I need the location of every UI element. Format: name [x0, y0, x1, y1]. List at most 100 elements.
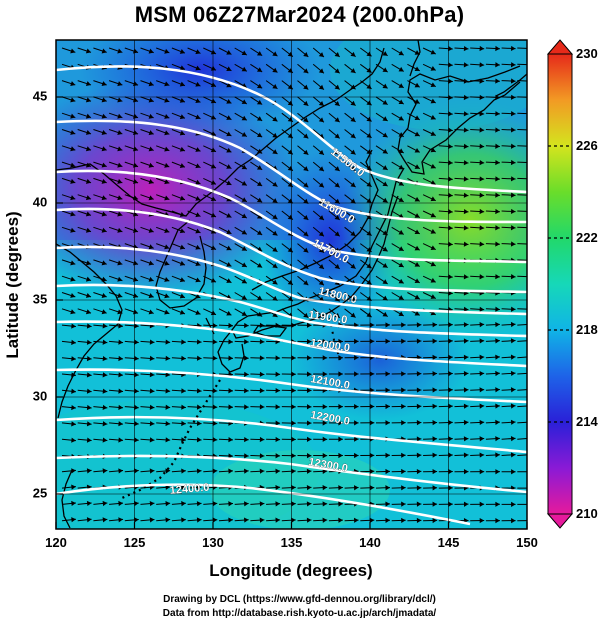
- wind-vector-head: [369, 452, 375, 459]
- wind-vector-head: [318, 101, 324, 106]
- wind-vector-head: [181, 468, 186, 474]
- wind-vector-head: [244, 404, 249, 410]
- wind-vector-head: [228, 404, 233, 410]
- wind-vector-head: [101, 113, 107, 119]
- colorbar-max-arrow: [546, 39, 574, 55]
- wind-vector-head: [259, 355, 265, 361]
- wind-vector-head: [228, 388, 233, 394]
- wind-vector-head: [179, 163, 185, 168]
- wind-vector-head: [148, 260, 154, 266]
- gridlines: [56, 40, 527, 529]
- wind-vector-head: [495, 78, 500, 84]
- wind-vector-shaft: [517, 63, 527, 66]
- wind-vector-head: [118, 437, 124, 443]
- wind-vector-head: [181, 355, 186, 361]
- wind-vector-head: [463, 322, 469, 328]
- wind-vector-head: [148, 276, 154, 282]
- wind-vector-head: [101, 162, 107, 168]
- wind-vector-head: [511, 518, 516, 524]
- wind-vector-head: [382, 262, 388, 268]
- wind-vector-head: [448, 485, 453, 491]
- wind-vector-head: [495, 387, 500, 393]
- y-tick-label: 45: [33, 88, 47, 103]
- wind-vector-head: [354, 322, 359, 328]
- wind-vector-head: [430, 180, 436, 185]
- wind-vector-head: [117, 227, 123, 233]
- wind-vector-head: [350, 149, 356, 155]
- colorbar-tick-lines: [548, 145, 572, 423]
- footer-credit-drawing: Drawing by DCL (https://www.gfd-dennou.o…: [163, 594, 436, 605]
- wind-vector-head: [303, 84, 309, 90]
- wind-vector-head: [118, 339, 124, 345]
- wind-vector-head: [354, 355, 359, 361]
- wind-vector-head: [118, 404, 124, 410]
- wind-vector-head: [382, 246, 388, 252]
- wind-vector-head: [71, 517, 76, 523]
- wind-vector-head: [165, 484, 171, 490]
- wind-vector-head: [369, 468, 375, 475]
- wind-vector-head: [272, 214, 278, 220]
- wind-vector-head: [148, 309, 154, 315]
- wind-vector-head: [71, 404, 76, 411]
- wind-vector-head: [511, 501, 516, 507]
- wind-vector-head: [401, 322, 406, 328]
- wind-vector-head: [195, 212, 201, 218]
- wind-vector-head: [212, 355, 218, 361]
- wind-vector-head: [244, 388, 249, 394]
- wind-vector-head: [318, 166, 324, 172]
- wind-vector-head: [366, 116, 372, 122]
- wind-vector-head: [382, 67, 388, 73]
- wind-vector-head: [303, 166, 309, 171]
- wind-vector-head: [448, 209, 453, 215]
- wind-vector-head: [226, 147, 232, 153]
- wind-vector-head: [398, 115, 404, 121]
- wind-vector-head: [256, 148, 263, 154]
- wind-vector-head: [71, 339, 76, 345]
- wind-vector-head: [165, 437, 171, 443]
- wind-vector-head: [318, 231, 324, 237]
- wind-vector-head: [272, 132, 278, 138]
- wind-vector-head: [275, 517, 281, 523]
- wind-vector-head: [416, 436, 422, 442]
- wind-vector-head: [165, 517, 171, 523]
- wind-vector-head: [259, 501, 265, 507]
- wind-vector-head: [510, 306, 516, 312]
- wind-vector-head: [117, 195, 123, 201]
- wind-vector-head: [430, 229, 436, 234]
- wind-vector-head: [369, 420, 375, 426]
- wind-vector-head: [353, 517, 359, 523]
- colorbar-tick-label: 230: [576, 46, 598, 61]
- contour-label: 12000.0: [310, 337, 351, 354]
- wind-vector-head: [382, 148, 388, 154]
- wind-vector-head: [86, 356, 92, 362]
- wind-vector-head: [354, 452, 359, 459]
- wind-vector-head: [448, 469, 453, 475]
- wind-vector-head: [510, 274, 516, 280]
- wind-vector-head: [385, 371, 390, 377]
- wind-vector-head: [448, 241, 453, 247]
- x-tick-label: 140: [359, 535, 381, 550]
- wind-vector-head: [448, 274, 453, 280]
- wind-vector-head: [479, 322, 485, 328]
- wind-vector-head: [432, 403, 438, 409]
- wind-vector-head: [181, 484, 186, 490]
- wind-vector-head: [350, 68, 356, 73]
- wind-vector-head: [318, 247, 324, 253]
- wind-vector-head: [414, 99, 420, 104]
- wind-vector-head: [463, 160, 469, 166]
- wind-vector-head: [164, 114, 170, 119]
- wind-vector-head: [71, 323, 76, 329]
- wind-vector-head: [149, 500, 155, 507]
- wind-vector-head: [275, 371, 281, 377]
- wind-vector-head: [463, 62, 469, 68]
- wind-vector-head: [102, 339, 108, 345]
- wind-vector-head: [164, 146, 170, 152]
- wind-vector-head: [70, 309, 76, 315]
- wind-vector-head: [354, 338, 359, 344]
- wind-vector-head: [228, 355, 233, 361]
- wind-vector-head: [479, 469, 485, 475]
- wind-vector-head: [430, 114, 436, 120]
- contour-12200: [56, 415, 527, 454]
- wind-vector-head: [432, 420, 438, 426]
- wind-vector-head: [272, 295, 278, 301]
